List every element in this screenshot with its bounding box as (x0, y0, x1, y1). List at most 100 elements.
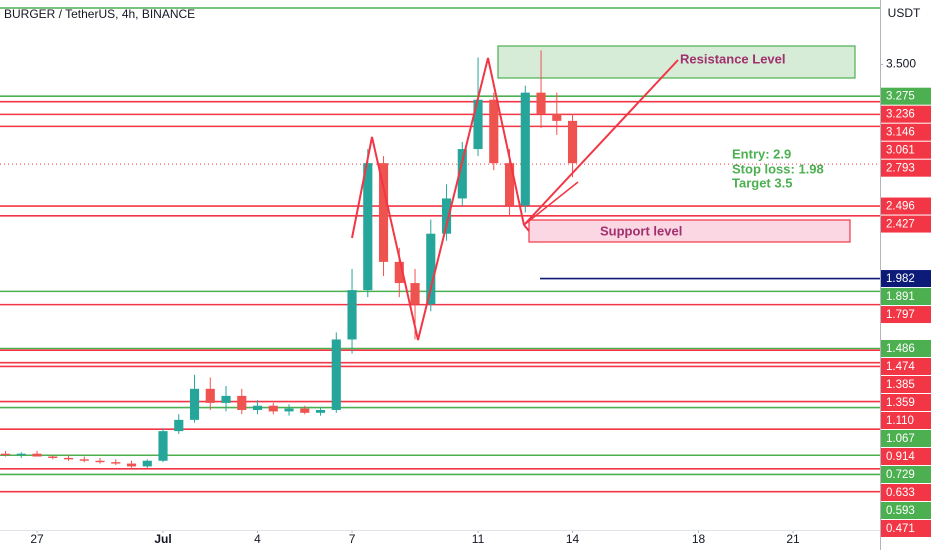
level-badge (881, 123, 931, 141)
candle-body (95, 460, 105, 463)
x-tick-label: 18 (692, 532, 706, 546)
candle-body (457, 149, 467, 199)
candle-body (142, 460, 152, 467)
level-layer (0, 7, 880, 493)
level-label: 0.593 (886, 505, 915, 517)
candle-body (520, 92, 530, 206)
level-label: 1.067 (886, 433, 915, 445)
level-badge (881, 411, 931, 429)
candle-body (473, 99, 483, 150)
support-pointer (523, 224, 530, 232)
level-badge (881, 215, 931, 233)
target-line (523, 59, 679, 226)
level-label: 1.385 (886, 379, 915, 391)
candle-body (331, 339, 341, 410)
candle-body (489, 99, 499, 164)
candle-body (126, 463, 137, 467)
candle-body (221, 395, 231, 403)
candle-body (441, 198, 452, 234)
level-badge (881, 306, 931, 324)
level-badge (881, 357, 931, 375)
candle-body (347, 290, 357, 340)
level-badge (881, 159, 931, 177)
entry-note: Entry: 2.9 (732, 146, 791, 161)
level-label: 0.633 (886, 487, 915, 499)
arrow-line (523, 181, 579, 226)
candle-body (0, 453, 11, 456)
x-tick-label: 27 (30, 532, 44, 546)
level-label: 1.982 (886, 273, 915, 285)
level-label: 2.427 (886, 219, 915, 231)
target-note: Target 3.5 (732, 175, 792, 190)
candle-body (410, 283, 420, 305)
candle-body (189, 388, 200, 420)
level-label: 1.474 (886, 361, 915, 373)
candle-body (363, 163, 373, 291)
level-label: 0.729 (886, 469, 915, 481)
level-label: 3.061 (886, 145, 915, 157)
candle-body (300, 408, 310, 413)
level-label: 2.793 (886, 163, 915, 175)
candle-body (284, 408, 294, 412)
pattern-line (351, 57, 525, 341)
candle-body (567, 120, 578, 164)
candle-body (426, 233, 436, 305)
stop-note: Stop loss: 1.98 (732, 161, 824, 176)
candle-body (16, 453, 26, 456)
candle-body (79, 459, 89, 461)
level-label: 1.891 (886, 291, 915, 303)
candle-body (237, 395, 247, 410)
candle-body (63, 457, 74, 460)
resistance-label: Resistance Level (680, 51, 786, 66)
candle-body (32, 453, 42, 457)
level-badge (881, 105, 931, 123)
level-label: 3.146 (886, 127, 915, 139)
candle-body (205, 388, 215, 403)
x-tick-label: 11 (472, 532, 485, 546)
level-badge (881, 87, 931, 105)
candle-body (378, 163, 389, 262)
candle-body (315, 409, 326, 413)
level-label: 1.486 (886, 343, 915, 355)
axis-layer: 27Jul47111418213.5003.0003.2753.2363.146… (30, 57, 931, 546)
level-badge (881, 519, 931, 537)
x-tick-label: 4 (254, 532, 261, 546)
candle-layer (0, 50, 578, 468)
candle-body (536, 92, 546, 114)
x-tick-label: 21 (786, 532, 800, 546)
level-badge (881, 393, 931, 411)
level-badge (881, 375, 931, 393)
currency-label: USDT (888, 6, 921, 20)
level-badge (881, 270, 931, 288)
level-badge (881, 429, 931, 447)
candle-body (48, 456, 58, 458)
level-label: 1.797 (886, 309, 915, 321)
x-tick-label: 7 (349, 532, 356, 546)
candle-body (252, 405, 263, 410)
candle-body (394, 261, 404, 284)
level-label: 0.914 (886, 451, 915, 463)
candle-body (158, 431, 168, 461)
candle-body (111, 462, 121, 464)
level-badge (881, 483, 931, 501)
candle-body (268, 405, 278, 412)
support-zone (528, 219, 851, 243)
level-badge (881, 288, 931, 306)
level-label: 1.110 (886, 415, 914, 427)
level-badge (881, 447, 931, 465)
level-label: 1.359 (886, 397, 915, 409)
y-tick-label: 3.500 (886, 57, 916, 71)
candle-body (174, 419, 184, 432)
level-label: 2.496 (886, 201, 915, 213)
level-badge (881, 501, 931, 519)
x-tick-label: 14 (566, 532, 580, 546)
level-label: 3.275 (886, 91, 915, 103)
candle-body (504, 163, 515, 206)
level-label: 0.471 (886, 523, 915, 535)
level-badge (881, 465, 931, 483)
level-badge (881, 141, 931, 159)
candle-body (552, 113, 562, 121)
x-tick-label: Jul (154, 532, 171, 546)
